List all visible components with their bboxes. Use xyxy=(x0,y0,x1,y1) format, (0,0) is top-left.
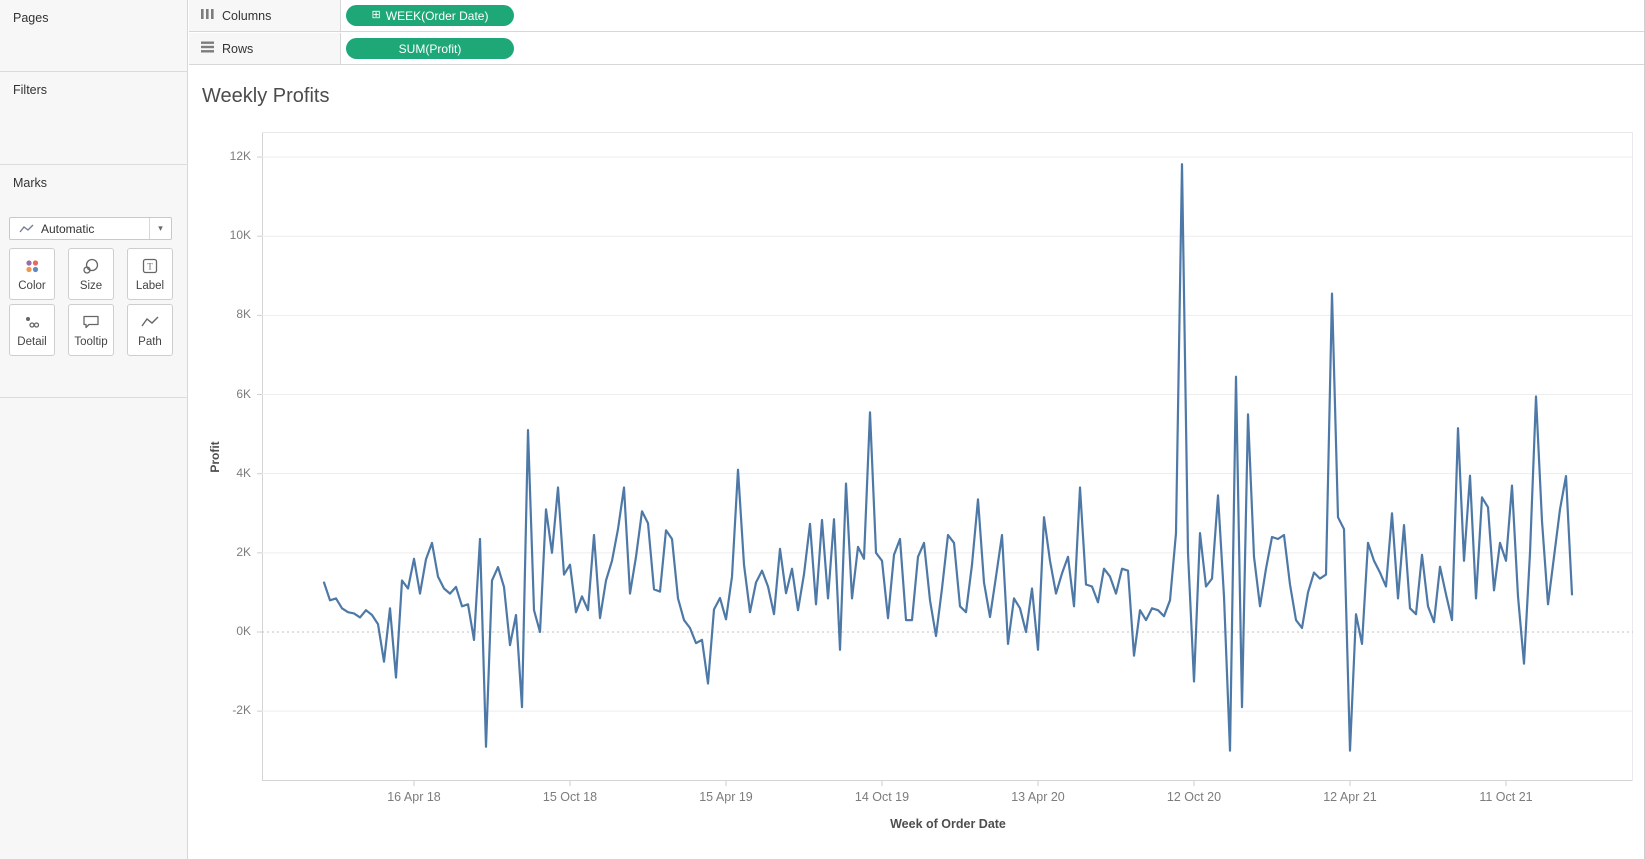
x-axis-tick-label: 13 Apr 20 xyxy=(1011,790,1065,804)
label-icon: T xyxy=(142,256,158,276)
y-axis-tick-label: 6K xyxy=(236,386,251,401)
y-axis-tick-label: 8K xyxy=(236,307,251,322)
color-button[interactable]: Color xyxy=(9,248,55,300)
detail-icon xyxy=(24,312,40,332)
marks-label: Marks xyxy=(13,176,48,190)
columns-pill-week-order-date[interactable]: ⊞ WEEK(Order Date) xyxy=(346,5,514,26)
svg-text:T: T xyxy=(147,262,153,272)
detail-button[interactable]: Detail xyxy=(9,304,55,356)
tooltip-icon xyxy=(82,312,100,332)
filters-label: Filters xyxy=(13,83,48,97)
rows-icon xyxy=(201,40,214,58)
detail-button-label: Detail xyxy=(17,336,47,348)
chart-title: Weekly Profits xyxy=(202,85,330,107)
size-button-label: Size xyxy=(79,280,103,292)
rows-shelf-label: Rows xyxy=(222,41,254,56)
rows-pill-label: SUM(Profit) xyxy=(398,41,462,56)
chevron-down-icon[interactable]: ▾ xyxy=(149,218,171,239)
y-axis-tick-label: 0K xyxy=(236,624,251,638)
y-axis-tick-label: 10K xyxy=(229,228,251,243)
y-axis-tick-label: 12K xyxy=(229,149,251,164)
columns-shelf-header: Columns xyxy=(189,0,341,31)
rows-pill-sum-profit[interactable]: SUM(Profit) xyxy=(346,38,514,59)
color-icon xyxy=(24,256,40,276)
columns-shelf-label: Columns xyxy=(222,8,272,23)
pages-shelf[interactable]: Pages xyxy=(0,0,188,72)
path-button-label: Path xyxy=(138,336,162,348)
x-axis-tick-label: 16 Apr 18 xyxy=(387,790,441,804)
left-sidebar: Pages Filters Marks Automatic ▾ xyxy=(0,0,188,859)
y-axis-tick-label: 4K xyxy=(236,465,251,480)
columns-shelf-area[interactable]: ⊞ WEEK(Order Date) xyxy=(341,0,1645,31)
y-axis-tick-label: -2K xyxy=(232,703,251,718)
marks-card: Marks Automatic ▾ Col xyxy=(0,165,188,398)
mark-type-dropdown[interactable]: Automatic ▾ xyxy=(9,217,172,240)
size-icon xyxy=(82,256,100,276)
rows-shelf-header: Rows xyxy=(189,33,341,64)
y-axis-tick-label: 2K xyxy=(236,544,251,559)
tooltip-button-label: Tooltip xyxy=(74,336,108,348)
x-axis-title: Week of Order Date xyxy=(890,817,1006,831)
profit-line-chart[interactable] xyxy=(257,132,1633,786)
size-button[interactable]: Size xyxy=(68,248,114,300)
tooltip-button[interactable]: Tooltip xyxy=(68,304,114,356)
x-axis-tick-label: 15 Oct 18 xyxy=(542,790,598,804)
profit-series-line[interactable] xyxy=(322,163,1574,752)
x-axis-tick-label: 11 Oct 21 xyxy=(1479,790,1533,804)
path-icon xyxy=(141,312,159,332)
y-axis-title: Profit xyxy=(208,441,222,473)
columns-icon xyxy=(201,7,214,25)
rows-shelf-area[interactable]: SUM(Profit) xyxy=(341,33,1645,64)
color-button-label: Color xyxy=(18,280,46,292)
filters-shelf[interactable]: Filters xyxy=(0,72,188,165)
label-button[interactable]: T Label xyxy=(127,248,173,300)
line-mark-icon xyxy=(19,224,34,234)
x-axis-tick-label: 14 Oct 19 xyxy=(854,790,910,804)
chart-plot-area[interactable] xyxy=(257,132,1633,786)
expand-plus-icon[interactable]: ⊞ xyxy=(371,9,381,21)
columns-pill-label: WEEK(Order Date) xyxy=(385,8,489,23)
x-axis-tick-label: 12 Oct 20 xyxy=(1166,790,1222,804)
label-button-label: Label xyxy=(135,280,165,292)
mark-type-value: Automatic xyxy=(41,221,95,236)
columns-shelf: Columns ⊞ WEEK(Order Date) xyxy=(189,0,1645,32)
path-button[interactable]: Path xyxy=(127,304,173,356)
rows-shelf: Rows SUM(Profit) xyxy=(189,33,1645,65)
x-axis-tick-label: 12 Apr 21 xyxy=(1323,790,1377,804)
worksheet-view: Weekly Profits Profit Week of Order Date… xyxy=(189,66,1645,859)
x-axis-tick-label: 15 Apr 19 xyxy=(699,790,753,804)
marks-buttons: Color Size T Label xyxy=(9,248,181,356)
pages-label: Pages xyxy=(13,11,49,25)
